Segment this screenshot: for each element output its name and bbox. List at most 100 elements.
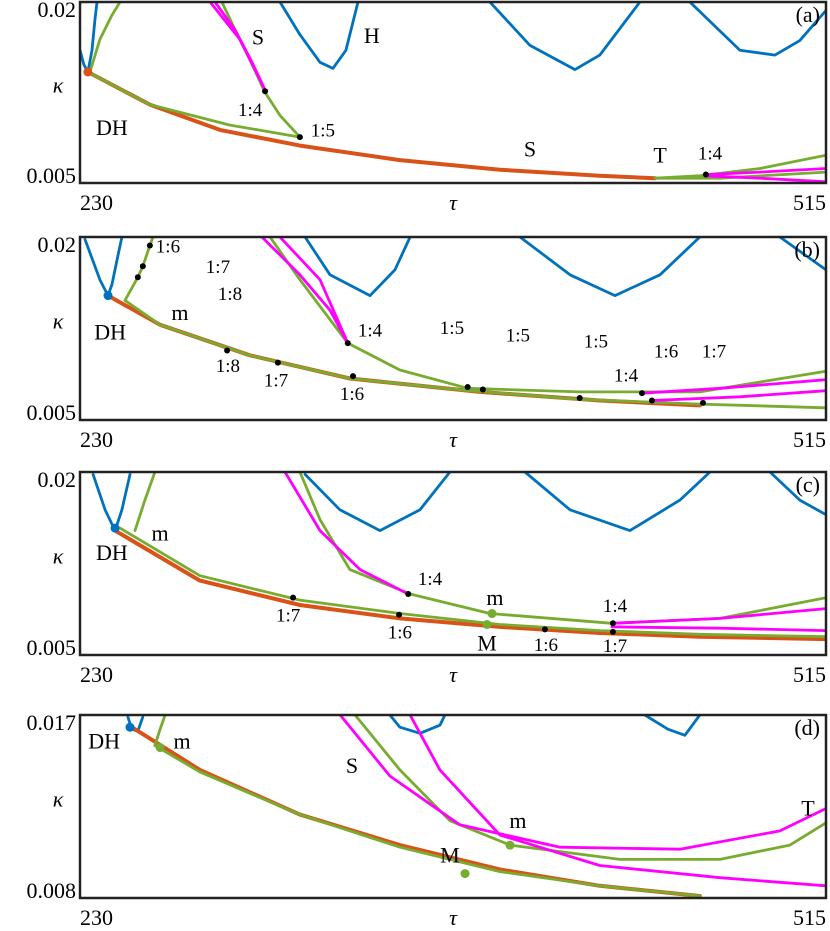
y-tick-label: 0.008 (27, 878, 77, 903)
point (134, 274, 141, 281)
curve (768, 472, 826, 517)
panel-label: (d) (794, 715, 820, 740)
curve (106, 293, 702, 408)
point (405, 591, 412, 597)
curve (610, 607, 826, 625)
y-axis-label: κ (53, 73, 64, 98)
point (344, 340, 351, 347)
curve (298, 472, 826, 625)
curve (488, 2, 642, 71)
y-tick-label: 0.02 (38, 467, 77, 492)
curve (650, 389, 826, 402)
curve (640, 378, 826, 395)
annotation: 1:4 (238, 100, 263, 121)
curve (88, 2, 122, 74)
annotation: m (171, 300, 188, 325)
point (396, 611, 403, 618)
annotation: 1:7 (276, 606, 300, 627)
curve (118, 526, 826, 639)
annotation: m (509, 808, 526, 833)
y-tick-label: 0.005 (27, 635, 77, 660)
annotation: 1:4 (358, 321, 383, 342)
point (146, 242, 153, 249)
curve (703, 167, 826, 176)
curve (278, 2, 360, 70)
annotation: 1:6 (534, 635, 558, 656)
annotation: 1:6 (156, 236, 180, 257)
point (262, 88, 269, 95)
x-axis-label: τ (449, 427, 458, 452)
curve (85, 70, 658, 181)
annotation: 1:4 (614, 366, 639, 387)
point (125, 722, 135, 732)
point (103, 291, 113, 301)
annotation: S (252, 24, 264, 49)
annotation: m (152, 520, 169, 545)
y-tick-label: 0.02 (38, 232, 77, 257)
annotation: S (524, 137, 536, 162)
point (648, 397, 655, 404)
annotation: M (477, 630, 497, 655)
point (350, 373, 357, 380)
point (541, 626, 548, 633)
y-tick-label: 0.005 (27, 163, 77, 188)
point (479, 386, 486, 393)
annotation: 1:6 (654, 341, 678, 362)
point (505, 840, 515, 850)
annotation: M (440, 842, 460, 867)
x-axis-label: τ (449, 190, 458, 215)
curve (283, 472, 410, 596)
annotation: m (174, 729, 191, 754)
annotation: 1:8 (218, 284, 242, 305)
annotation: 1:4 (603, 596, 628, 617)
panel-label: (a) (796, 2, 820, 27)
curve (518, 237, 702, 297)
annotation: DH (94, 320, 126, 345)
annotation: 1:7 (264, 371, 288, 392)
x-tick-label: 230 (80, 905, 113, 930)
plot-frame (78, 235, 828, 422)
curve (91, 473, 132, 532)
y-tick-label: 0.017 (27, 710, 77, 735)
annotation: T (653, 143, 667, 168)
annotation: 1:7 (206, 257, 230, 278)
curve (133, 472, 157, 532)
point (576, 395, 583, 402)
annotation: 1:5 (311, 121, 335, 142)
annotation: 1:5 (440, 318, 464, 339)
curve (653, 170, 826, 180)
y-tick-label: 0.02 (38, 0, 77, 22)
annotation: 1:5 (584, 331, 608, 352)
annotation: 1:5 (506, 325, 530, 346)
point (699, 399, 706, 406)
curve (260, 237, 350, 345)
curve (268, 237, 826, 394)
x-axis-label: τ (449, 905, 458, 930)
annotation: H (364, 23, 380, 48)
curve (123, 299, 826, 410)
point (482, 620, 492, 629)
point (464, 384, 471, 391)
curve (80, 2, 99, 74)
annotation: 1:7 (702, 341, 726, 362)
curve (353, 715, 826, 861)
y-axis-label: κ (53, 787, 64, 812)
annotation: T (801, 796, 815, 821)
y-tick-label: 0.005 (27, 400, 77, 425)
point (290, 594, 297, 601)
curve (778, 237, 826, 272)
panel-label: (c) (796, 472, 820, 497)
curve (523, 472, 712, 532)
point (139, 263, 146, 270)
annotation: DH (96, 540, 128, 565)
point (83, 67, 93, 77)
y-axis-label: κ (53, 544, 64, 569)
x-tick-label: 230 (80, 190, 113, 215)
curve (703, 174, 826, 183)
annotation: DH (88, 729, 120, 754)
x-tick-label: 515 (793, 905, 826, 930)
annotation: 1:6 (340, 384, 364, 405)
curve (83, 237, 124, 297)
